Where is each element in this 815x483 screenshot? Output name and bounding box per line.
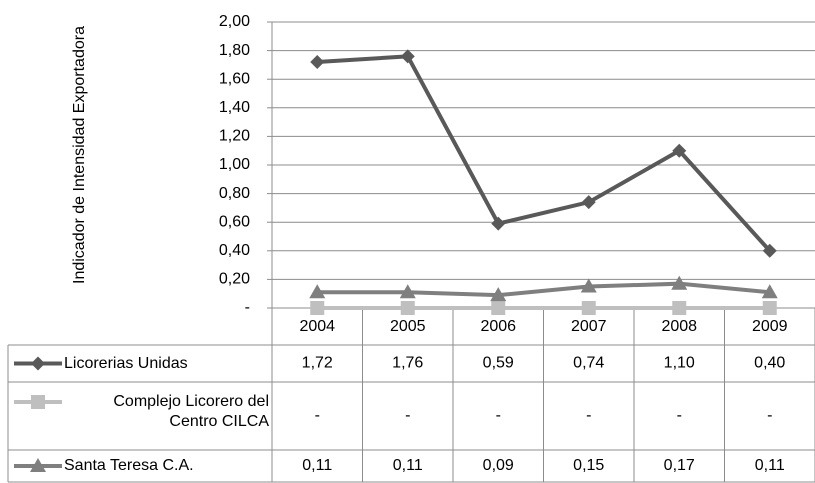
table-value: -: [586, 407, 591, 424]
table-value: -: [405, 407, 410, 424]
data-point: [581, 301, 596, 315]
y-axis-label: Indicador de Intensidad Exportadora: [71, 26, 88, 284]
data-point: [399, 284, 416, 299]
table-value: 0,09: [483, 457, 514, 474]
y-tick-label: 1,20: [219, 128, 250, 145]
y-tick-label: 0,60: [219, 213, 250, 230]
y-tick-label: 0,80: [219, 185, 250, 202]
table-value: 0,59: [483, 355, 514, 372]
x-tick-label: 2006: [480, 318, 516, 335]
series-line: [317, 281, 770, 298]
table-value: -: [315, 407, 320, 424]
data-point: [672, 301, 687, 315]
data-point: [310, 55, 325, 70]
data-point: [490, 287, 507, 302]
legend-entry: Licorerias Unidas: [64, 354, 188, 372]
y-tick-label: 1,40: [219, 99, 250, 116]
y-tick-label: 1,00: [219, 156, 250, 173]
data-point: [400, 49, 415, 64]
data-point: [491, 301, 506, 315]
x-tick-label: 2007: [571, 318, 607, 335]
data-point: [581, 195, 596, 210]
table-value: 1,72: [302, 355, 333, 372]
legend-entry: Santa Teresa C.A.: [64, 457, 194, 474]
table-value: 0,11: [393, 457, 423, 474]
x-tick-label: 2009: [752, 318, 788, 335]
y-tick-label: 1,60: [219, 70, 250, 87]
x-tick-label: 2005: [390, 318, 426, 335]
y-tick-label: 2,00: [219, 13, 250, 30]
y-tick-label: 1,80: [219, 42, 250, 59]
data-point: [309, 284, 326, 299]
x-tick-label: 2004: [299, 318, 335, 335]
legend-key-marker: [30, 458, 46, 472]
table-value: -: [496, 407, 501, 424]
data-point: [761, 284, 778, 299]
data-point: [580, 278, 597, 293]
legend-key-marker: [31, 356, 45, 371]
table-value: 0,40: [754, 355, 785, 372]
data-point: [400, 301, 415, 315]
table-value: 0,11: [302, 457, 332, 474]
data-point: [491, 216, 506, 231]
table-value: 0,11: [755, 457, 785, 474]
table-value: -: [677, 407, 682, 424]
y-tick-label: 0,20: [219, 271, 250, 288]
y-tick-label: 0,40: [219, 242, 250, 259]
data-point: [762, 243, 777, 258]
table-value: 1,10: [664, 355, 695, 372]
legend-entry: Complejo Licorero del Centro CILCA: [113, 393, 269, 430]
table-value: 0,15: [573, 457, 604, 474]
series-line: [317, 54, 772, 253]
data-point: [310, 301, 325, 315]
data-point: [762, 301, 777, 315]
table-value: 0,74: [573, 355, 604, 372]
x-tick-label: 2008: [661, 318, 697, 335]
data-point: [672, 143, 687, 158]
table-value: 1,76: [392, 355, 423, 372]
table-value: -: [767, 407, 772, 424]
y-tick-label: -: [245, 299, 250, 316]
table-value: 0,17: [664, 457, 695, 474]
data-point: [671, 275, 688, 290]
legend-key-marker: [31, 395, 45, 409]
